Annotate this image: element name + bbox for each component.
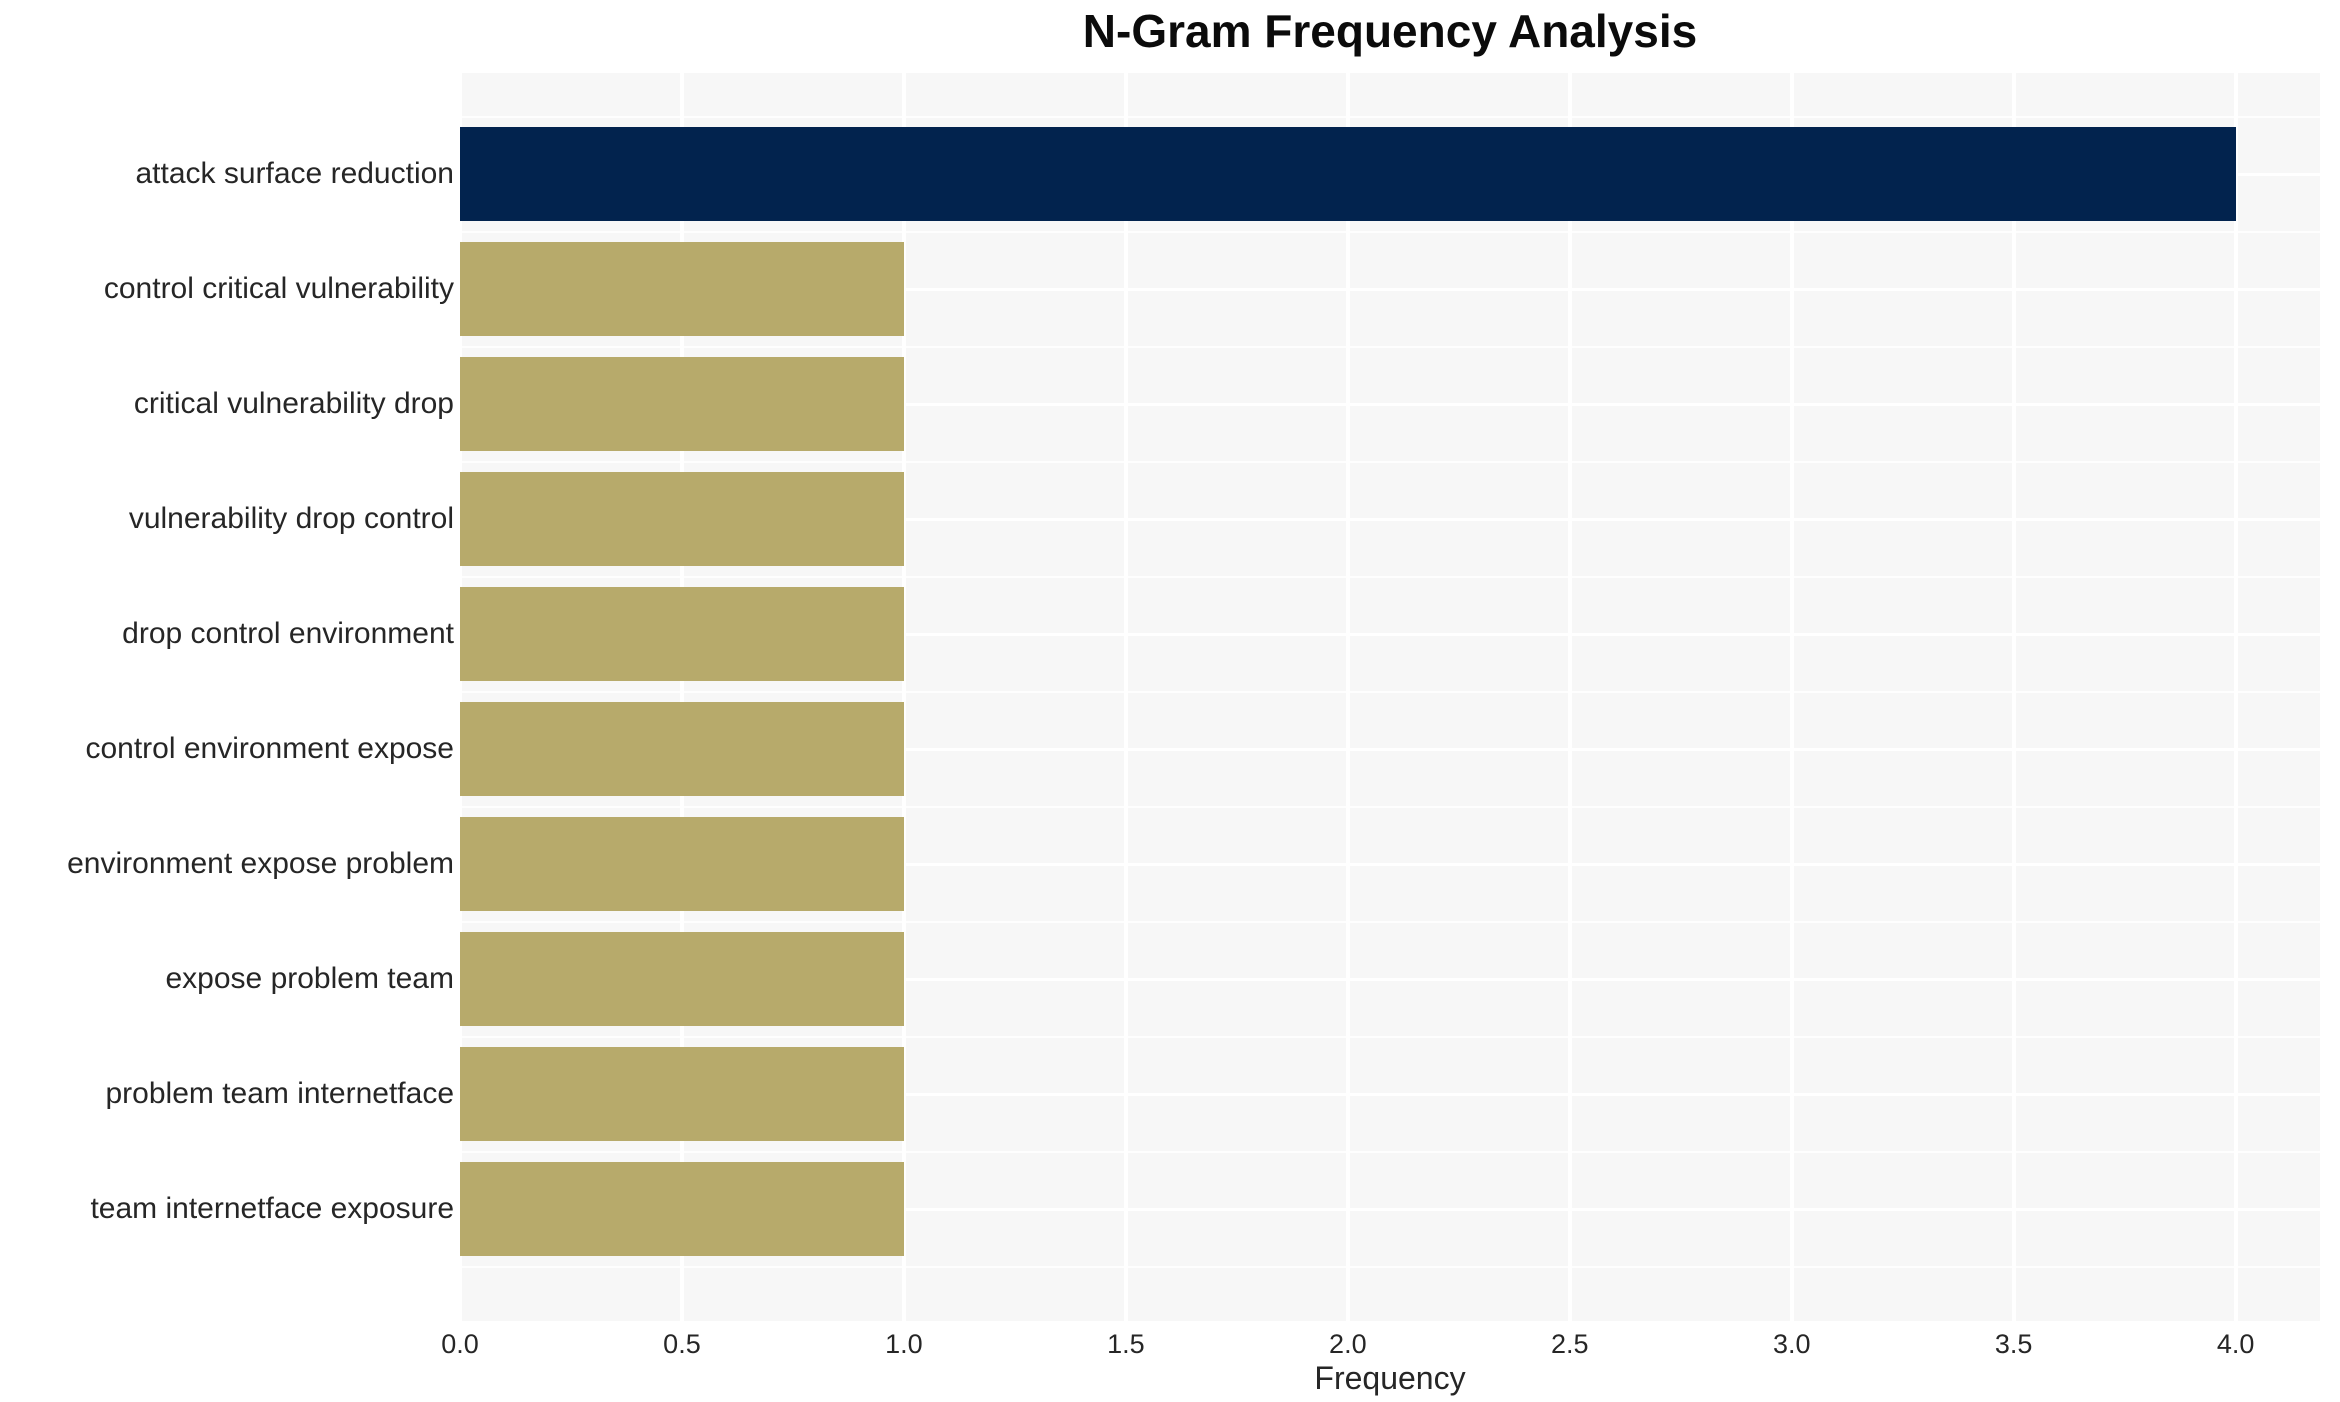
gridline-horizontal-minor xyxy=(460,230,2320,233)
x-tick-label: 1.5 xyxy=(1107,1329,1145,1359)
bar xyxy=(460,587,904,681)
gridline-horizontal-minor xyxy=(460,460,2320,463)
gridline-horizontal-minor xyxy=(460,575,2320,578)
y-axis-label: control environment expose xyxy=(85,732,454,765)
gridline-horizontal xyxy=(460,632,2320,636)
y-axis-labels: attack surface reduction control critical… xyxy=(0,73,454,1321)
y-axis-label: vulnerability drop control xyxy=(128,502,454,535)
gridline-horizontal xyxy=(460,287,2320,291)
bar xyxy=(460,1162,904,1256)
y-axis-label: drop control environment xyxy=(122,617,454,650)
gridline-horizontal-minor xyxy=(460,345,2320,348)
bar xyxy=(460,242,904,336)
y-axis-label: environment expose problem xyxy=(67,847,454,880)
gridline-horizontal xyxy=(460,402,2320,406)
gridline-horizontal xyxy=(460,1092,2320,1096)
y-axis-label: problem team internetface xyxy=(105,1077,454,1110)
gridline-horizontal-minor xyxy=(460,1150,2320,1153)
gridline-vertical xyxy=(1567,73,1572,1321)
x-tick-label: 0.5 xyxy=(663,1329,701,1359)
gridline-horizontal-minor xyxy=(460,805,2320,808)
gridline-vertical xyxy=(679,73,684,1321)
bar xyxy=(460,702,904,796)
bar xyxy=(460,1047,904,1141)
gridline-horizontal-minor xyxy=(460,1265,2320,1268)
gridline-vertical xyxy=(460,73,462,1321)
x-axis-ticks: 0.0 0.5 1.0 1.5 2.0 2.5 3.0 3.5 4.0 xyxy=(0,1329,2340,1369)
x-tick-label: 2.5 xyxy=(1551,1329,1589,1359)
bar xyxy=(460,932,904,1026)
y-axis-label: team internetface exposure xyxy=(90,1192,454,1225)
y-axis-label: attack surface reduction xyxy=(135,157,454,190)
gridline-horizontal xyxy=(460,747,2320,751)
x-tick-label: 2.0 xyxy=(1329,1329,1367,1359)
gridline-horizontal-minor xyxy=(460,920,2320,923)
gridline-horizontal xyxy=(460,517,2320,521)
gridline-vertical xyxy=(1345,73,1350,1321)
gridline-horizontal-minor xyxy=(460,115,2320,118)
gridline-vertical xyxy=(901,73,906,1321)
x-axis-title: Frequency xyxy=(1314,1360,1466,1396)
y-axis-label: expose problem team xyxy=(165,962,455,995)
gridline-horizontal xyxy=(460,1207,2320,1211)
x-tick-label: 0.0 xyxy=(441,1329,479,1359)
gridline-horizontal-minor xyxy=(460,1035,2320,1038)
plot-area xyxy=(460,73,2320,1321)
x-tick-label: 3.5 xyxy=(1994,1329,2033,1359)
gridline-vertical xyxy=(1789,73,1794,1321)
x-tick-label: 1.0 xyxy=(885,1329,923,1359)
bar xyxy=(460,357,904,451)
y-axis-label: control critical vulnerability xyxy=(103,272,454,305)
gridline-horizontal xyxy=(460,862,2320,866)
gridline-horizontal-minor xyxy=(460,690,2320,693)
bar xyxy=(460,127,2236,221)
gridline-vertical xyxy=(2011,73,2016,1321)
bar xyxy=(460,472,904,566)
chart-title: N-Gram Frequency Analysis xyxy=(1082,5,1698,57)
gridline-horizontal xyxy=(460,977,2320,981)
x-tick-label: 3.0 xyxy=(1772,1329,1811,1359)
y-axis-label: critical vulnerability drop xyxy=(133,387,454,420)
x-tick-label: 4.0 xyxy=(2216,1329,2255,1359)
bar xyxy=(460,817,904,911)
gridline-vertical xyxy=(2233,73,2238,1321)
gridline-vertical xyxy=(1123,73,1128,1321)
